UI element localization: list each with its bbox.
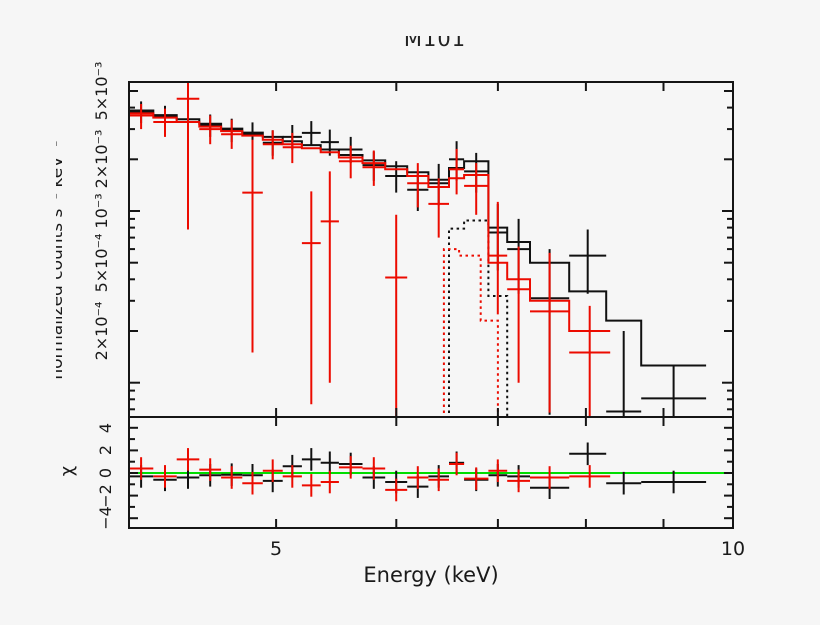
- x-tick-label: 10: [720, 538, 746, 560]
- residual-tick-label: −4: [96, 506, 115, 530]
- x-axis-label: Energy (keV): [363, 563, 499, 587]
- plot-title: M101: [403, 36, 467, 51]
- plot-title-clip: M101: [375, 36, 495, 51]
- y-tick-label: 2×10⁻⁴: [92, 301, 111, 361]
- x-tick-label: 5: [270, 538, 283, 560]
